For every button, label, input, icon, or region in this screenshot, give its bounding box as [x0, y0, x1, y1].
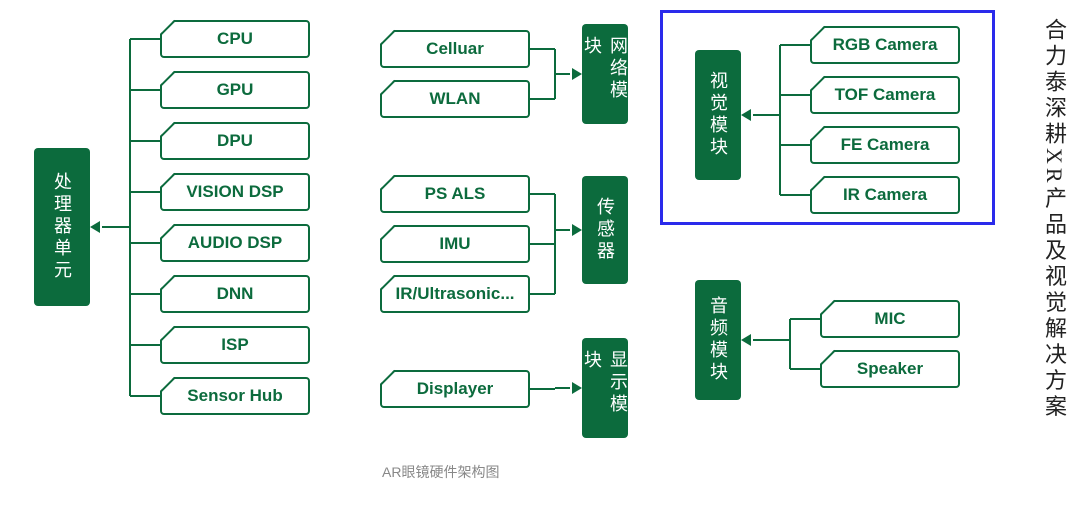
- proc-item-0: CPU: [160, 20, 310, 58]
- proc-item-6: ISP: [160, 326, 310, 364]
- processor-unit-module: 处理器单元: [34, 148, 90, 306]
- sensor-module: 传感器: [582, 176, 628, 284]
- sensor-item-2: IR/Ultrasonic...: [380, 275, 530, 313]
- proc-item-5: DNN: [160, 275, 310, 313]
- vision-module: 视觉模块: [695, 50, 741, 180]
- proc-item-7: Sensor Hub: [160, 377, 310, 415]
- diagram-caption: AR眼镜硬件架构图: [382, 462, 499, 482]
- vision-item-3: IR Camera: [810, 176, 960, 214]
- vision-item-1: TOF Camera: [810, 76, 960, 114]
- side-title: 合力泰深耕XR产品及视觉解决方案: [1038, 18, 1070, 421]
- sensor-item-0: PS ALS: [380, 175, 530, 213]
- network-item-1: WLAN: [380, 80, 530, 118]
- proc-item-3: VISION DSP: [160, 173, 310, 211]
- network-module: 网络模块: [582, 24, 628, 124]
- audio-module: 音频模块: [695, 280, 741, 400]
- vision-item-0: RGB Camera: [810, 26, 960, 64]
- vision-item-2: FE Camera: [810, 126, 960, 164]
- audio-item-0: MIC: [820, 300, 960, 338]
- network-item-0: Celluar: [380, 30, 530, 68]
- sensor-item-1: IMU: [380, 225, 530, 263]
- proc-item-2: DPU: [160, 122, 310, 160]
- proc-item-1: GPU: [160, 71, 310, 109]
- display-module: 显示模块: [582, 338, 628, 438]
- proc-item-4: AUDIO DSP: [160, 224, 310, 262]
- audio-item-1: Speaker: [820, 350, 960, 388]
- display-item-0: Displayer: [380, 370, 530, 408]
